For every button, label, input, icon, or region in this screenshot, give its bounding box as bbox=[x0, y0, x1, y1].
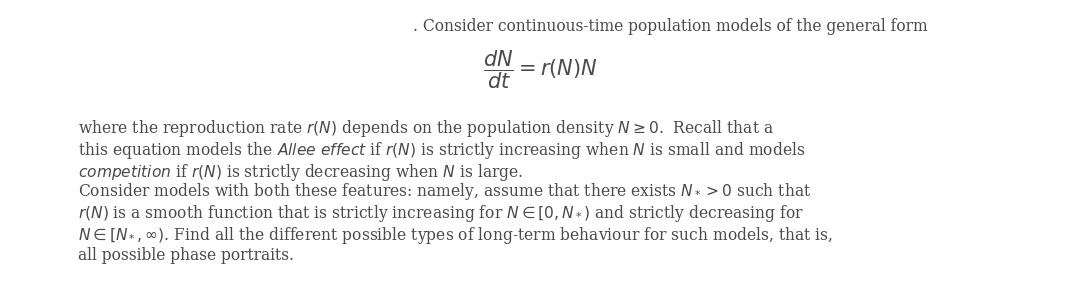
Text: $N \in [N_*, \infty)$. Find all the different possible types of long-term behavi: $N \in [N_*, \infty)$. Find all the diff… bbox=[78, 225, 833, 246]
Text: $r(N)$ is a smooth function that is strictly increasing for $N \in [0, N_*)$ and: $r(N)$ is a smooth function that is stri… bbox=[78, 203, 804, 224]
Text: $\dfrac{dN}{dt} = r(N)N$: $\dfrac{dN}{dt} = r(N)N$ bbox=[483, 48, 597, 91]
Text: where the reproduction rate $r(N)$ depends on the population density $N \geq 0$.: where the reproduction rate $r(N)$ depen… bbox=[78, 118, 774, 139]
Text: . Consider continuous-time population models of the general form: . Consider continuous-time population mo… bbox=[413, 18, 928, 35]
Text: $\mathit{competition}$ if $r(N)$ is strictly decreasing when $N$ is large.: $\mathit{competition}$ if $r(N)$ is stri… bbox=[78, 162, 524, 183]
Text: Consider models with both these features: namely, assume that there exists $N_* : Consider models with both these features… bbox=[78, 181, 811, 202]
Text: all possible phase portraits.: all possible phase portraits. bbox=[78, 247, 294, 264]
Text: this equation models the $\mathit{Allee\ effect}$ if $r(N)$ is strictly increasi: this equation models the $\mathit{Allee\… bbox=[78, 140, 806, 161]
